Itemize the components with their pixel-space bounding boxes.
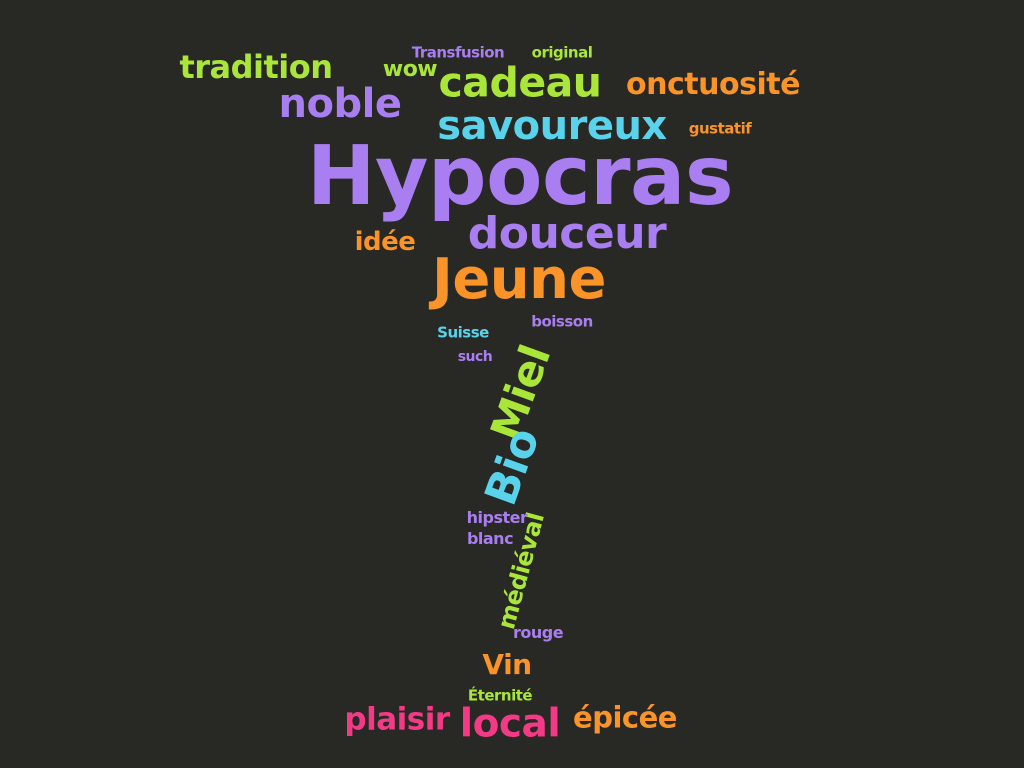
word-boisson: boisson <box>531 312 593 331</box>
word-vin: Vin <box>482 648 532 681</box>
word-jeune: Jeune <box>431 247 607 312</box>
word-transfusion: Transfusion <box>411 43 505 62</box>
word-hipster: hipster <box>466 508 528 527</box>
word-eternite: Éternité <box>467 686 533 705</box>
word-epicee: épicée <box>573 700 677 735</box>
word-douceur: douceur <box>467 208 667 259</box>
word-noble: noble <box>278 81 402 127</box>
word-blanc: blanc <box>466 529 514 548</box>
word-suisse: Suisse <box>437 323 489 342</box>
word-such: such <box>457 349 493 365</box>
word-savoureux: savoureux <box>437 103 667 149</box>
word-idee: idée <box>354 227 416 257</box>
word-original: original <box>531 43 593 62</box>
word-wow: wow <box>382 57 438 82</box>
word-local: local <box>459 701 561 747</box>
word-gustatif: gustatif <box>688 119 752 138</box>
word-hypocras: Hypocras <box>306 129 734 224</box>
word-plaisir: plaisir <box>344 701 450 738</box>
word-tradition: tradition <box>179 48 333 86</box>
word-onctuosite: onctuosité <box>626 67 800 102</box>
word-cadeau: cadeau <box>438 58 602 107</box>
word-rouge: rouge <box>512 623 564 642</box>
word-bio: Bio <box>475 421 550 512</box>
